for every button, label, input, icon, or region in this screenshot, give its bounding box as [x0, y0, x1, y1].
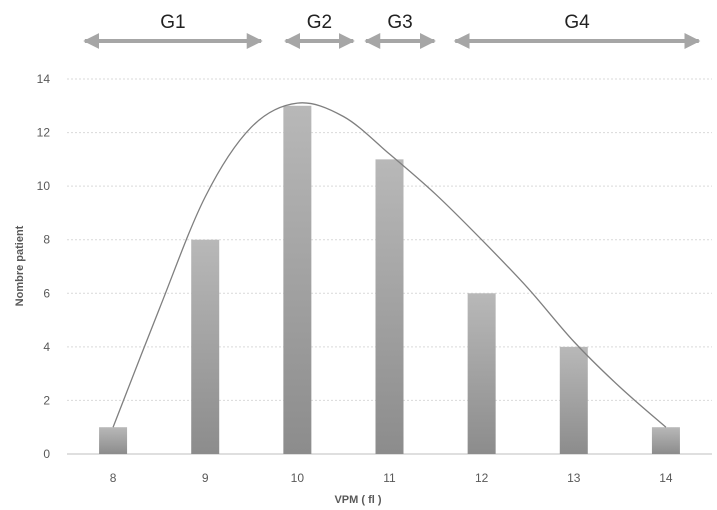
y-tick-label: 0	[43, 447, 50, 461]
bar-9	[191, 239, 220, 454]
x-tick-label: 8	[110, 471, 117, 485]
bar-8	[99, 427, 128, 454]
x-tick-label: 11	[383, 471, 396, 485]
y-tick-label: 6	[43, 286, 50, 300]
x-axis-title: VPM ( fl )	[334, 494, 381, 506]
bar-11	[375, 159, 404, 454]
bar-13	[559, 346, 588, 454]
y-tick-label: 14	[37, 72, 51, 86]
trend-curve	[112, 102, 667, 428]
y-axis-title: Nombre patient	[14, 225, 26, 306]
y-tick-label: 2	[43, 393, 50, 407]
y-tick-labels: 0 2 4 6 8 10 12 14	[37, 72, 51, 461]
x-tick-label: 12	[475, 471, 489, 485]
bar-12	[467, 293, 496, 454]
group-label-g1: G1	[160, 12, 185, 33]
y-tick-label: 10	[37, 179, 51, 193]
group-label-g4: G4	[564, 12, 590, 33]
group-label-g2: G2	[307, 12, 332, 33]
bar-10	[283, 105, 312, 455]
group-arrows: G1 G2 G3 G4	[83, 12, 701, 49]
x-tick-label: 13	[567, 471, 581, 485]
group-label-g3: G3	[387, 12, 412, 33]
x-tick-label: 10	[291, 471, 305, 485]
x-tick-label: 14	[659, 471, 673, 485]
y-tick-label: 4	[43, 340, 50, 354]
y-tick-label: 12	[37, 126, 51, 140]
bars	[99, 105, 680, 455]
x-tick-label: 9	[202, 471, 209, 485]
x-tick-labels: 8 9 10 11 12 13 14	[110, 471, 673, 485]
y-tick-label: 8	[43, 233, 50, 247]
trend-curve-layer	[112, 102, 667, 428]
bar-14	[651, 427, 680, 454]
